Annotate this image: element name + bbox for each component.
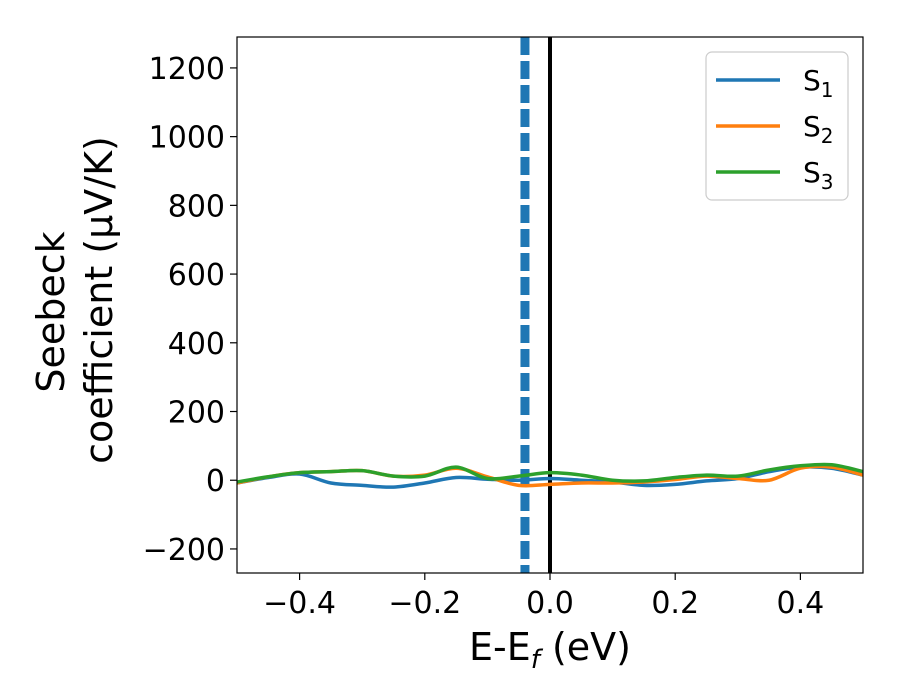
series-line-s1	[237, 465, 863, 489]
x-tick-label: −0.2	[388, 586, 461, 621]
legend-label-sub: 1	[821, 78, 834, 102]
legend-label-sub: 3	[821, 170, 834, 194]
legend-label-main: S	[803, 110, 821, 143]
x-tick-label: 0.2	[651, 586, 699, 621]
y-tick-label: 0	[206, 464, 225, 499]
y-tick-label: 1200	[149, 52, 225, 87]
y-tick-label: 1000	[149, 121, 225, 156]
legend-label-s2: S2	[803, 110, 834, 148]
y-tick-label: −200	[143, 533, 225, 568]
series-lines	[237, 462, 863, 489]
y-axis-ticks: −200 0 200 400 600 800 1000 1200	[143, 52, 237, 568]
y-tick-label: 600	[168, 258, 225, 293]
reference-lines	[520, 37, 552, 573]
x-axis-label: E-Ef (eV)	[469, 625, 631, 675]
legend-label-main: S	[803, 64, 821, 97]
legend-label-s1: S1	[803, 64, 834, 102]
series-line-s3	[237, 462, 863, 484]
y-tick-label: 400	[168, 327, 225, 362]
y-tick-label: 200	[168, 396, 225, 431]
x-axis-label-main: E-E	[469, 625, 531, 669]
x-axis-ticks: −0.4 −0.2 0.0 0.2 0.4	[263, 573, 824, 621]
y-axis-label-line2: coefficient (μV/K)	[77, 136, 121, 464]
x-tick-label: −0.4	[263, 586, 336, 621]
x-tick-label: 0.0	[526, 586, 574, 621]
legend-label-sub: 2	[821, 124, 834, 148]
y-tick-label: 800	[168, 189, 225, 224]
y-axis-label-line1: Seebeck	[29, 231, 73, 392]
legend-label-s3: S3	[803, 156, 834, 194]
x-axis-label-unit: (eV)	[540, 625, 631, 669]
x-tick-label: 0.4	[777, 586, 825, 621]
legend-label-main: S	[803, 156, 821, 189]
